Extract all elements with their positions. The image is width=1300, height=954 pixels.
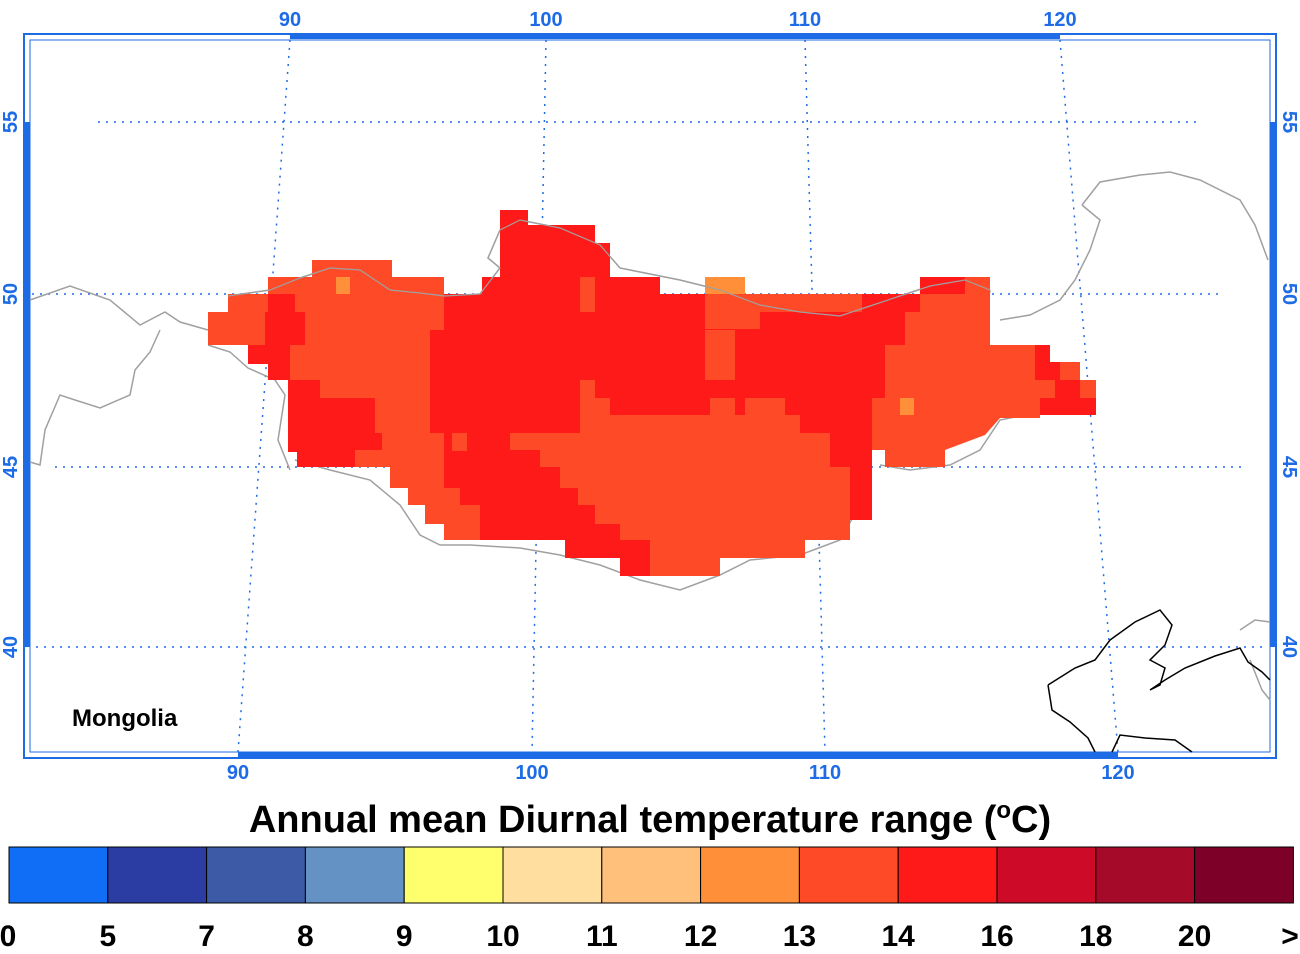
legend-swatch-5 xyxy=(502,846,603,904)
legend-label-5: 10 xyxy=(486,920,519,953)
left-lat-label-50: 50 xyxy=(0,283,22,305)
border-mongolia-south xyxy=(294,459,871,591)
legend-label-11: 18 xyxy=(1079,920,1112,953)
legend-label-1: 5 xyxy=(99,920,116,953)
legend-swatch-0 xyxy=(8,846,109,904)
left-lat-label-55: 55 xyxy=(0,111,22,133)
legend-swatch-3 xyxy=(304,846,405,904)
legend-label-3: 8 xyxy=(297,920,314,953)
legend-colorbar xyxy=(8,846,1294,904)
heatmap-cells xyxy=(208,210,1096,576)
top-lon-label-120: 120 xyxy=(1043,9,1076,31)
region-label: Mongolia xyxy=(72,705,178,732)
top-lon-label-110: 110 xyxy=(789,9,821,31)
coastline xyxy=(1047,609,1271,753)
left-lat-label-40: 40 xyxy=(0,636,22,658)
heat-cell-moderate-2 xyxy=(705,294,760,329)
top-lon-label-100: 100 xyxy=(529,9,562,31)
gridline-lon-100 xyxy=(531,39,547,753)
legend-swatch-8 xyxy=(798,846,899,904)
heat-zone-central-high xyxy=(430,210,920,576)
legend-swatch-11 xyxy=(1095,846,1196,904)
axis-bars xyxy=(24,33,1276,758)
legend-swatch-10 xyxy=(996,846,1097,904)
bottom-axis-bar xyxy=(238,752,1118,758)
heat-cell-moderate-4 xyxy=(452,433,467,451)
map-title-end: C) xyxy=(1011,799,1051,841)
legend-label-10: 16 xyxy=(980,920,1013,953)
left-lat-label-45: 45 xyxy=(0,456,22,478)
right-lat-label-45: 45 xyxy=(1278,456,1300,478)
heat-zone-northeast-high xyxy=(920,277,965,294)
mongolia-outline xyxy=(227,219,991,317)
bottom-lon-labels: 90 100 110 120 xyxy=(227,762,1135,784)
left-axis-bar xyxy=(24,122,30,647)
right-axis-bar xyxy=(1270,122,1276,647)
heat-cell-moderate-1 xyxy=(580,277,595,312)
legend-label-12: 20 xyxy=(1178,920,1211,953)
heat-cell-isolated-3 xyxy=(900,398,914,415)
legend-label-8: 13 xyxy=(783,920,816,953)
legend-swatch-7 xyxy=(700,846,800,904)
legend-swatch-1 xyxy=(107,846,208,904)
border-manchuria xyxy=(999,171,1269,321)
legend-swatch-12 xyxy=(1194,846,1294,904)
border-southeast xyxy=(1239,619,1271,701)
heat-zone-east-edge-high xyxy=(1035,345,1096,415)
map-title-main: Annual mean Diurnal temperature range ( xyxy=(249,799,997,841)
top-lon-labels: 90 100 110 120 xyxy=(279,9,1077,31)
legend-label-4: 9 xyxy=(396,920,413,953)
left-lat-labels: 40 45 50 55 xyxy=(0,111,22,658)
map-title-superscript: o xyxy=(996,797,1011,824)
right-lat-label-50: 50 xyxy=(1278,283,1300,305)
top-lon-label-90: 90 xyxy=(279,9,301,31)
legend-label-2: 7 xyxy=(198,920,215,953)
map-title: Annual mean Diurnal temperature range (o… xyxy=(249,797,1051,841)
legend-swatch-2 xyxy=(206,846,306,904)
legend-swatch-9 xyxy=(897,846,998,904)
gridline-lon-110 xyxy=(804,39,826,753)
legend-swatch-6 xyxy=(601,846,702,904)
right-lat-label-40: 40 xyxy=(1278,636,1300,658)
legend-label-13: > xyxy=(1281,920,1299,953)
legend-labels: 0 5 7 8 9 10 11 12 13 14 16 18 20 > xyxy=(0,920,1299,953)
legend-label-7: 12 xyxy=(684,920,717,953)
heat-zone-west-high xyxy=(248,294,382,467)
right-lat-labels: 40 45 50 55 xyxy=(1278,111,1300,658)
legend-label-9: 14 xyxy=(882,920,916,953)
heat-cell-moderate-3 xyxy=(705,330,735,380)
bottom-lon-label-120: 120 xyxy=(1101,762,1134,784)
graticule xyxy=(32,39,1266,753)
bottom-lon-label-110: 110 xyxy=(809,762,841,784)
heat-cell-isolated-1 xyxy=(336,277,350,294)
top-axis-bar xyxy=(290,33,1060,39)
heat-cell-isolated-2 xyxy=(705,277,745,294)
legend-label-0: 0 xyxy=(0,920,16,953)
bottom-lon-label-90: 90 xyxy=(227,762,249,784)
legend-label-6: 11 xyxy=(586,920,618,953)
border-west xyxy=(29,285,209,466)
legend-swatch-4 xyxy=(403,846,504,904)
bottom-lon-label-100: 100 xyxy=(515,762,548,784)
right-lat-label-55: 55 xyxy=(1278,111,1300,133)
heat-cell-moderate-5 xyxy=(745,398,785,418)
